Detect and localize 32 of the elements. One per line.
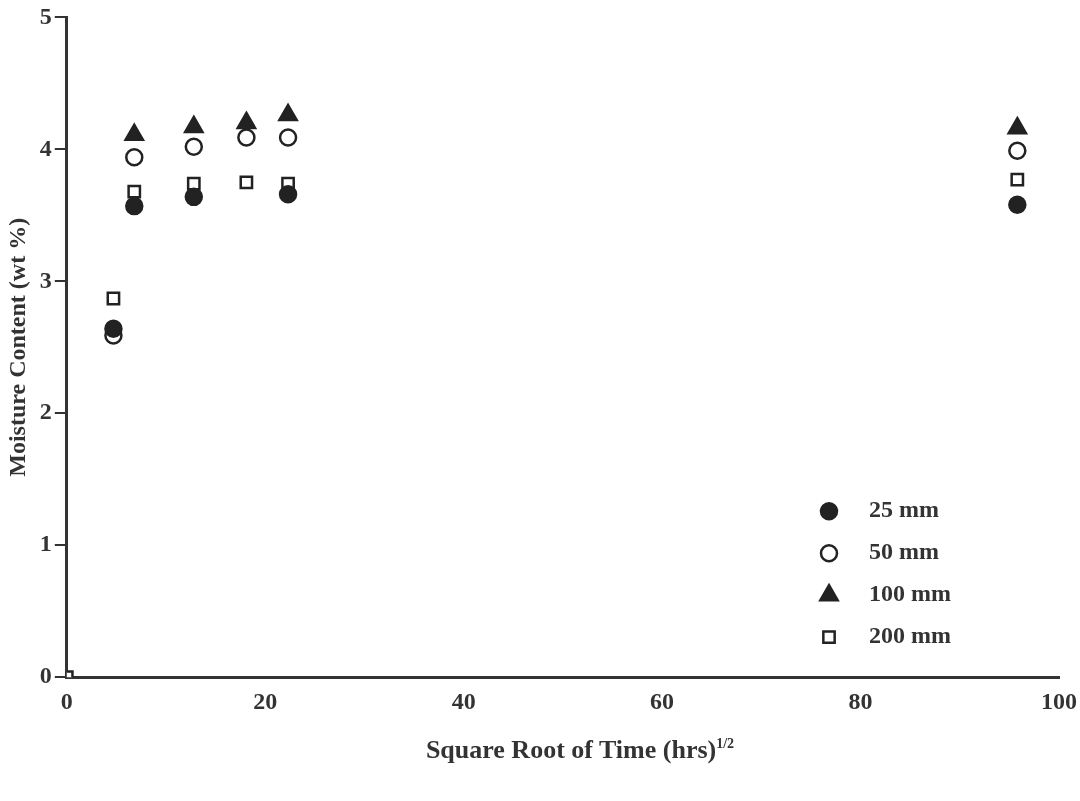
legend-label: 200 mm	[869, 622, 951, 649]
point	[184, 187, 204, 207]
x-tick-label: 80	[848, 687, 873, 714]
y-tick-label: 0	[39, 662, 52, 689]
x-tick-label: 0	[60, 687, 73, 714]
y-tick-label: 3	[39, 266, 52, 293]
point	[184, 137, 204, 156]
point	[125, 148, 144, 167]
point	[239, 175, 254, 190]
point	[1008, 195, 1027, 215]
legend-label: 50 mm	[869, 538, 939, 565]
y-tick-label: 1	[39, 530, 52, 557]
legend-label: 25 mm	[869, 496, 939, 523]
point	[278, 128, 298, 147]
point	[237, 128, 256, 147]
point	[127, 184, 142, 199]
x-tick-label: 100	[1041, 687, 1077, 714]
y-axis-title: Moisture Content (wt %)	[3, 217, 30, 477]
point	[1010, 172, 1025, 187]
point	[125, 196, 144, 216]
point	[1008, 141, 1027, 160]
x-tick-label: 20	[253, 687, 278, 714]
x-axis-title: Square Root of Time (hrs)$^{1/2}$	[424, 735, 736, 765]
x-tick-label: 40	[451, 687, 476, 714]
y-tick-label: 4	[39, 134, 52, 161]
y-tick-label: 2	[39, 398, 52, 425]
point	[104, 319, 123, 339]
point	[278, 184, 298, 204]
x-tick-label: 60	[650, 687, 675, 714]
legend-label: 100 mm	[869, 580, 951, 607]
point	[106, 291, 121, 306]
y-tick-label: 5	[39, 2, 52, 29]
